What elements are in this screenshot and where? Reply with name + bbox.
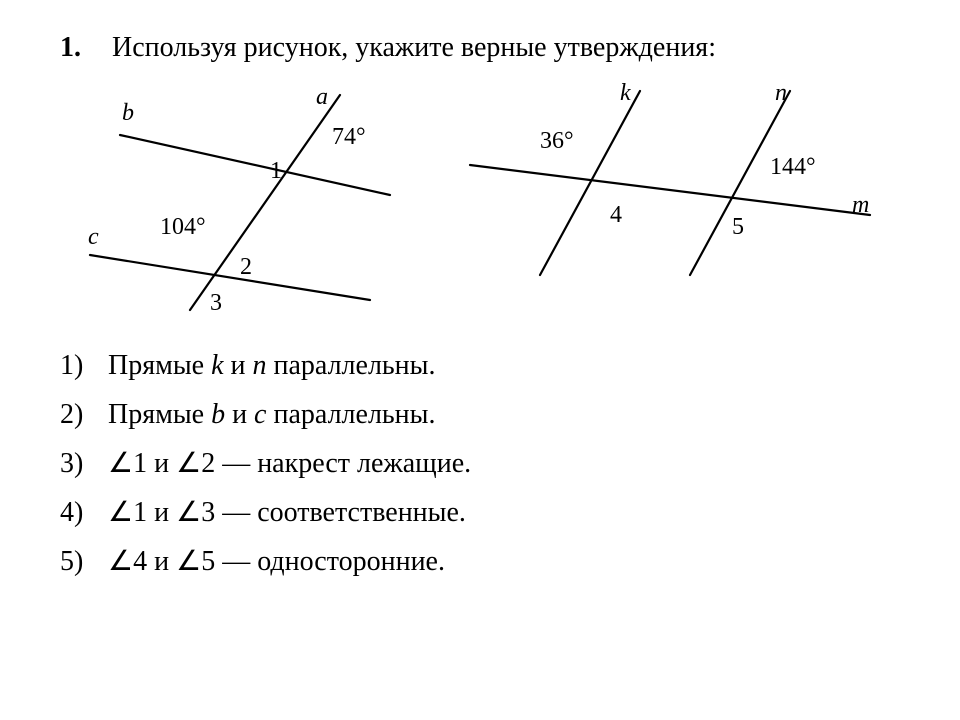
statement-number: 2) xyxy=(60,390,94,439)
statement-text: ∠1 и ∠2 — накрест лежащие. xyxy=(108,439,900,488)
line-a xyxy=(190,95,340,310)
statement-text: Прямые b и c параллельны. xyxy=(108,390,900,439)
angle-36: 36° xyxy=(540,129,574,153)
label-m: m xyxy=(852,193,869,217)
statement-number: 4) xyxy=(60,488,94,537)
statement-4: 4) ∠1 и ∠3 — соответственные. xyxy=(60,488,900,537)
figure-2: k n m 36° 144° 4 5 xyxy=(460,85,880,285)
problem-number: 1. xyxy=(60,30,88,65)
statement-2: 2) Прямые b и c параллельны. xyxy=(60,390,900,439)
figure-1: a b c 74° 104° 1 2 3 xyxy=(60,85,420,325)
line-c xyxy=(90,255,370,300)
statements-list: 1) Прямые k и n параллельны. 2) Прямые b… xyxy=(60,341,900,586)
figure-1-svg xyxy=(60,85,420,325)
angle-74: 74° xyxy=(332,125,366,149)
line-n xyxy=(690,91,790,275)
angle-104: 104° xyxy=(160,215,206,239)
figure-2-svg xyxy=(460,85,880,285)
line-k xyxy=(540,91,640,275)
num-4: 4 xyxy=(610,203,622,227)
statement-number: 3) xyxy=(60,439,94,488)
problem-title: 1. Используя рисунок, укажите верные утв… xyxy=(60,30,900,65)
num-2: 2 xyxy=(240,255,252,279)
statement-number: 1) xyxy=(60,341,94,390)
statement-1: 1) Прямые k и n параллельны. xyxy=(60,341,900,390)
label-c: c xyxy=(88,225,99,249)
label-a: a xyxy=(316,85,328,109)
statement-text: ∠1 и ∠3 — соответственные. xyxy=(108,488,900,537)
statement-number: 5) xyxy=(60,537,94,586)
label-k: k xyxy=(620,81,631,105)
label-b: b xyxy=(122,101,134,125)
page: 1. Используя рисунок, укажите верные утв… xyxy=(0,0,960,720)
angle-144: 144° xyxy=(770,155,816,179)
figures-row: a b c 74° 104° 1 2 3 k n m 36° 144° 4 5 xyxy=(60,85,900,325)
statement-3: 3) ∠1 и ∠2 — накрест лежащие. xyxy=(60,439,900,488)
label-n: n xyxy=(775,81,787,105)
num-1: 1 xyxy=(270,159,282,183)
statement-text: Прямые k и n параллельны. xyxy=(108,341,900,390)
statement-text: ∠4 и ∠5 — односторонние. xyxy=(108,537,900,586)
num-5: 5 xyxy=(732,215,744,239)
problem-text: Используя рисунок, укажите верные утверж… xyxy=(112,30,716,65)
statement-5: 5) ∠4 и ∠5 — односторонние. xyxy=(60,537,900,586)
num-3: 3 xyxy=(210,291,222,315)
